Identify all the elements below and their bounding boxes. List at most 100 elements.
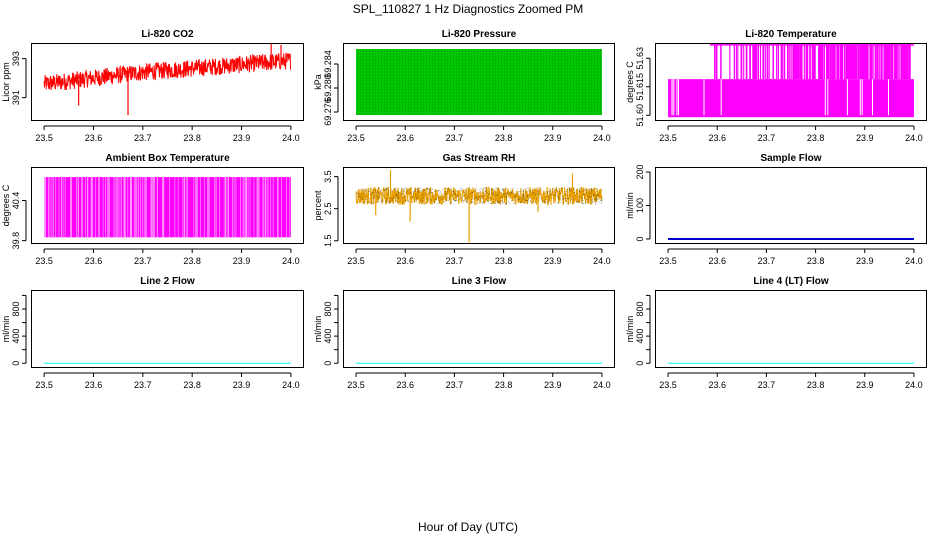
li-820-co2-y-axis: 391 393 (11, 51, 27, 105)
line-3-flow-frame (343, 290, 615, 368)
y-tick-label: 800 (323, 301, 333, 316)
y-tick-label: 0 (635, 236, 645, 241)
figure-title: SPL_110827 1 Hz Diagnostics Zoomed PM (353, 2, 584, 16)
li-820-pressure-frame (343, 43, 615, 121)
ambient-box-temperature-ylabel: degrees C (1, 184, 11, 226)
y-tick-label: 400 (11, 329, 21, 344)
y-tick-label: 2.5 (323, 202, 333, 215)
x-tick-label: 23.6 (396, 380, 414, 390)
y-tick-label: 393 (11, 51, 21, 66)
gas-stream-rh-series (355, 170, 603, 243)
x-tick-label: 23.9 (544, 380, 562, 390)
y-tick-label: 39.8 (11, 232, 21, 250)
x-tick-label: 23.9 (856, 380, 874, 390)
y-tick-label: 69.276 (323, 98, 333, 126)
x-tick-label: 24.0 (593, 133, 611, 143)
li-820-co2-ylabel: Licor ppm (1, 62, 11, 102)
panel-gas-stream-rh: Gas Stream RH percent 23.5 23.6 23.7 23.8 23.9… (313, 153, 615, 266)
x-tick-label: 23.5 (35, 380, 53, 390)
panel-ambient-box-temperature: Ambient Box Temperature degrees C 23.5 23.6… (1, 153, 304, 266)
y-tick-label: 51.63 (635, 47, 645, 70)
y-tick-label: 0 (323, 361, 333, 366)
li-820-temperature-title: Li-820 Temperature (745, 29, 837, 40)
sample-flow-frame (655, 167, 927, 244)
x-tick-label: 23.6 (85, 256, 103, 266)
x-tick-label: 23.7 (446, 380, 464, 390)
x-tick-label: 23.6 (396, 133, 414, 143)
line-2-flow-ylabel: ml/min (1, 316, 11, 343)
x-tick-label: 23.5 (659, 380, 677, 390)
li-820-pressure-series (356, 49, 602, 115)
li-820-pressure-title: Li-820 Pressure (442, 29, 517, 40)
ambient-box-temperature-x-axis: 23.5 23.6 23.7 23.8 23.9 24.0 (35, 248, 300, 266)
x-tick-label: 23.6 (708, 133, 726, 143)
x-tick-label: 23.8 (807, 256, 825, 266)
x-tick-label: 23.8 (495, 133, 513, 143)
y-tick-label: 69.280 (323, 74, 333, 102)
y-tick-label: 51.60 (635, 104, 645, 127)
y-tick-label: 40.4 (11, 192, 21, 210)
gas-stream-rh-x-axis: 23.5 23.6 23.7 23.8 23.9 24.0 (347, 248, 611, 266)
x-tick-label: 23.5 (347, 133, 365, 143)
y-tick-label: 3.5 (323, 170, 333, 183)
li-820-temperature-ylabel: degrees C (625, 61, 635, 103)
x-tick-label: 23.8 (183, 256, 201, 266)
line-4-lt-flow-y-axis: 0 400 800 (635, 294, 651, 366)
x-tick-label: 23.6 (396, 256, 414, 266)
x-tick-label: 24.0 (593, 256, 611, 266)
ambient-box-temperature-y-axis: 39.8 40.4 (11, 192, 27, 250)
x-tick-label: 23.9 (856, 133, 874, 143)
panel-li-820-pressure: Li-820 Pressure kPa 23.5 23.6 23.7 23.8 23.9 24… (313, 29, 615, 143)
x-tick-label: 23.9 (233, 256, 251, 266)
li-820-temperature-band-low (668, 79, 914, 118)
line-3-flow-ylabel: ml/min (313, 316, 323, 343)
gas-stream-rh-points (356, 187, 603, 205)
x-tick-label: 23.5 (35, 256, 53, 266)
line-4-lt-flow-title: Line 4 (LT) Flow (753, 276, 829, 287)
x-tick-label: 24.0 (593, 380, 611, 390)
y-tick-label: 400 (635, 329, 645, 344)
x-tick-label: 23.8 (183, 380, 201, 390)
x-tick-label: 23.7 (134, 380, 152, 390)
x-tick-label: 23.9 (544, 133, 562, 143)
x-tick-label: 23.9 (856, 256, 874, 266)
y-tick-label: 800 (635, 301, 645, 316)
panel-line-2-flow: Line 2 Flow ml/min 23.5 23.6 23.7 23.8 23.9 24.… (1, 276, 304, 390)
x-tick-label: 23.9 (544, 256, 562, 266)
ambient-box-temperature-frame (31, 167, 304, 244)
gas-stream-rh-y-axis: 1.5 2.5 3.5 (323, 170, 339, 248)
x-axis-label: Hour of Day (UTC) (418, 520, 518, 534)
y-tick-label: 400 (323, 329, 333, 344)
li-820-temperature-series (668, 44, 914, 118)
li-820-co2-line (43, 52, 292, 91)
gas-stream-rh-ylabel: percent (313, 190, 323, 221)
x-tick-label: 23.9 (233, 133, 251, 143)
x-tick-label: 23.7 (758, 256, 776, 266)
sample-flow-title: Sample Flow (760, 153, 821, 164)
y-tick-label: 69.284 (323, 50, 333, 78)
panel-line-3-flow: Line 3 Flow ml/min 23.5 23.6 23.7 23.8 23.9 24.… (313, 276, 615, 390)
y-tick-label: 800 (11, 301, 21, 316)
x-tick-label: 23.7 (446, 133, 464, 143)
li-820-co2-x-axis: 23.5 23.6 23.7 23.8 23.9 24.0 (35, 125, 300, 143)
li-820-pressure-x-axis: 23.5 23.6 23.7 23.8 23.9 24.0 (347, 125, 611, 143)
x-tick-label: 24.0 (905, 133, 923, 143)
li-820-temperature-frame (655, 43, 927, 121)
li-820-pressure-points (357, 50, 601, 115)
y-tick-label: 51.615 (635, 73, 645, 101)
x-tick-label: 23.8 (807, 133, 825, 143)
li-820-temperature-y-axis: 51.60 51.615 51.63 (635, 47, 651, 127)
gas-stream-rh-frame (343, 167, 615, 244)
li-820-temperature-gaps (671, 79, 889, 116)
ambient-box-temperature-gaps (44, 173, 291, 238)
sample-flow-y-axis: 0 100 200 (635, 165, 651, 241)
line-4-lt-flow-frame (655, 290, 927, 368)
line-4-lt-flow-ylabel: ml/min (625, 316, 635, 343)
y-tick-label: 1.5 (323, 235, 333, 248)
